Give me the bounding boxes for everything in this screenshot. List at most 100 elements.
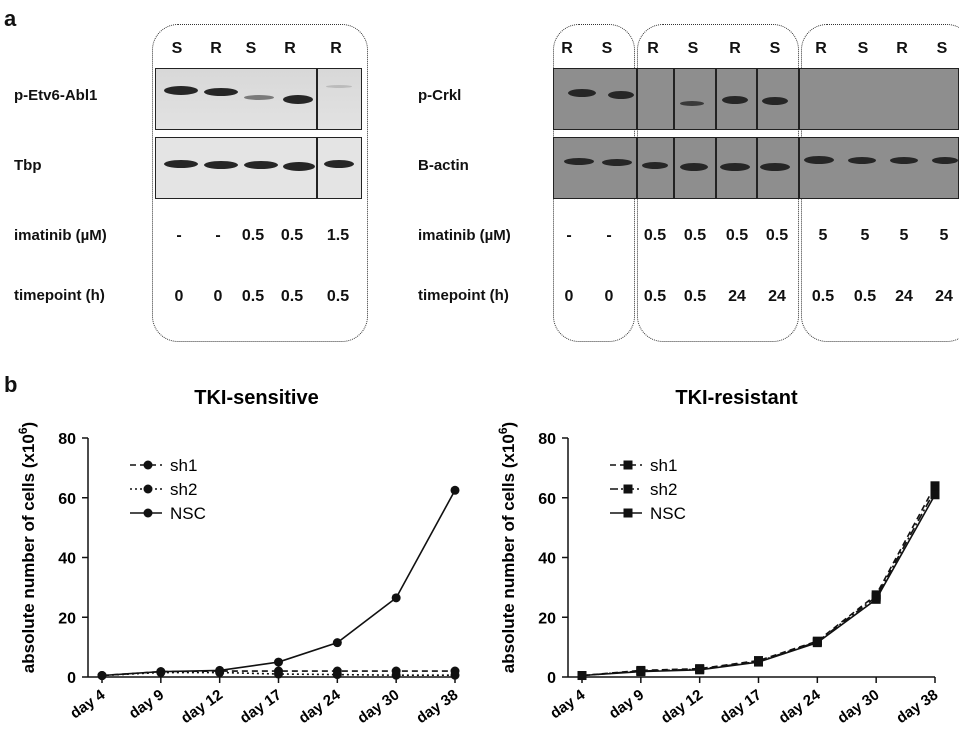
lane-label: R	[729, 40, 741, 57]
imatinib-value: -	[215, 227, 221, 244]
y-tick-label: 40	[58, 551, 76, 568]
lane-label: S	[936, 40, 948, 57]
legend-label-sh1: sh1	[170, 456, 197, 475]
data-point-NSC	[450, 485, 460, 495]
lane-label: S	[857, 40, 869, 57]
imatinib-value: -	[176, 227, 182, 244]
x-tick-label: day 17	[717, 686, 765, 727]
imatinib-value: 0.5	[643, 227, 667, 244]
lane-label: R	[284, 40, 296, 57]
row-label-timepoint-left: timepoint (h)	[14, 287, 105, 304]
lane-label: R	[815, 40, 827, 57]
imatinib-value: 1.5	[326, 227, 350, 244]
x-tick-label: day 12	[658, 686, 706, 727]
data-point-NSC	[871, 594, 881, 604]
timepoint-value: 0.5	[643, 288, 667, 305]
series-line-sh2	[581, 489, 936, 677]
legend-label-NSC: NSC	[170, 504, 206, 523]
data-point-sh2	[332, 670, 342, 680]
blot-tbp	[155, 137, 362, 199]
x-tick-label: day 17	[237, 686, 285, 727]
legend-marker	[143, 508, 153, 518]
y-tick-label: 20	[58, 610, 76, 627]
data-point-NSC	[332, 638, 342, 648]
timepoint-value: 0.5	[241, 288, 265, 305]
y-axis-label: absolute number of cells (x106)	[496, 422, 518, 673]
x-tick-label: day 9	[606, 686, 647, 722]
imatinib-value: 0.5	[280, 227, 304, 244]
timepoint-value: 0	[174, 288, 184, 305]
data-point-NSC	[391, 593, 401, 603]
x-tick-label: day 12	[178, 686, 226, 727]
y-tick-label: 0	[67, 670, 76, 687]
panel-a-letter: a	[4, 6, 17, 31]
legend-label-sh2: sh2	[650, 480, 677, 499]
x-tick-label: day 38	[893, 686, 941, 727]
timepoint-value: 0.5	[853, 288, 877, 305]
row-label-tbp: Tbp	[14, 157, 42, 174]
x-tick-label: day 4	[547, 686, 589, 722]
imatinib-value: -	[606, 227, 612, 244]
chart-title: TKI-resistant	[675, 387, 798, 409]
y-tick-label: 20	[538, 610, 556, 627]
chart-title: TKI-sensitive	[194, 387, 318, 409]
row-label-b-actin: B-actin	[418, 157, 469, 174]
data-point-NSC	[636, 667, 646, 677]
series-line-sh1	[581, 485, 936, 677]
timepoint-value: 24	[768, 288, 786, 305]
data-point-sh2	[274, 669, 283, 679]
lane-label: R	[330, 40, 342, 57]
left-blot-frame	[152, 24, 368, 342]
chart-tki-sensitive: TKI-sensitive absolute number of cells (x…	[16, 387, 461, 727]
row-label-p-crkl: p-Crkl	[418, 87, 462, 104]
legend-marker	[143, 460, 153, 470]
x-tick-label: day 30	[354, 686, 402, 727]
blot-b-actin	[553, 137, 959, 199]
data-point-NSC	[577, 671, 587, 681]
lane-label: R	[210, 40, 222, 57]
imatinib-value: -	[566, 227, 572, 244]
imatinib-value: 5	[899, 227, 909, 244]
y-tick-label: 40	[538, 551, 556, 568]
data-point-NSC	[274, 657, 283, 667]
row-label-timepoint-right: timepoint (h)	[418, 287, 509, 304]
panel-b-letter: b	[4, 372, 18, 397]
imatinib-value: 5	[860, 227, 870, 244]
lane-label: R	[896, 40, 908, 57]
x-tick-label: day 30	[834, 686, 882, 727]
data-point-NSC	[695, 665, 705, 675]
blot-p-etv6-abl1	[155, 68, 362, 130]
lane-label: R	[647, 40, 659, 57]
imatinib-value: 5	[818, 227, 828, 244]
x-tick-label: day 38	[413, 686, 461, 727]
data-point-sh2	[450, 670, 460, 680]
imatinib-value: 0.5	[241, 227, 265, 244]
data-point-NSC	[754, 657, 763, 667]
y-axis-label: absolute number of cells (x106)	[16, 422, 38, 673]
data-point-NSC	[812, 638, 822, 648]
legend-marker	[143, 484, 153, 494]
legend-label-sh2: sh2	[170, 480, 197, 499]
imatinib-value: 5	[939, 227, 949, 244]
x-tick-label: day 9	[126, 686, 167, 722]
timepoint-value: 0.5	[683, 288, 707, 305]
legend-marker	[623, 460, 633, 470]
x-tick-label: day 4	[67, 686, 109, 722]
legend-label-sh1: sh1	[650, 456, 677, 475]
y-tick-label: 80	[538, 431, 556, 448]
data-point-NSC	[156, 667, 166, 677]
y-tick-label: 80	[58, 431, 76, 448]
timepoint-value: 0	[213, 288, 223, 305]
imatinib-value: 0.5	[725, 227, 749, 244]
legend-label-NSC: NSC	[650, 504, 686, 523]
row-label-imatinib-right: imatinib (µM)	[418, 227, 511, 244]
timepoint-value: 0.5	[811, 288, 835, 305]
data-point-sh2	[391, 670, 401, 680]
legend-marker	[623, 508, 633, 518]
blot-p-crkl	[553, 68, 959, 130]
lane-label: S	[769, 40, 781, 57]
legend-marker	[623, 484, 633, 494]
timepoint-value: 24	[728, 288, 746, 305]
lane-label: S	[687, 40, 699, 57]
x-tick-label: day 24	[296, 686, 345, 727]
